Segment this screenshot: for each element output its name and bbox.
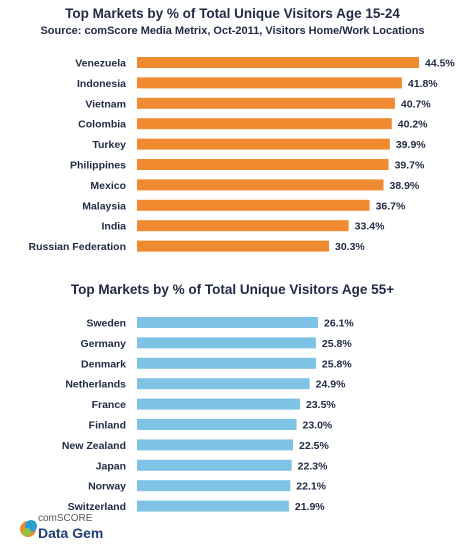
top-value-label: 39.9% <box>396 139 426 151</box>
top-category-label: Turkey <box>92 139 126 151</box>
bottom-category-label: New Zealand <box>62 440 126 452</box>
top-category-label: Vietnam <box>85 98 126 110</box>
bottom-bar <box>137 357 316 369</box>
bottom-category-label: Switzerland <box>68 501 126 513</box>
bottom-category-label: Netherlands <box>65 379 126 391</box>
top-bar <box>137 179 384 191</box>
top-bar <box>137 138 390 150</box>
bottom-value-label: 21.9% <box>295 501 325 513</box>
bottom-bar <box>137 419 297 430</box>
bottom-category-label: Germany <box>80 338 126 350</box>
top-chart-title: Top Markets by % of Total Unique Visitor… <box>65 6 400 21</box>
bottom-value-label: 26.1% <box>324 318 354 330</box>
bottom-bar <box>137 317 318 328</box>
bottom-bar <box>137 378 310 390</box>
top-bar <box>137 240 330 252</box>
top-category-label: Indonesia <box>77 78 126 90</box>
bottom-category-label: Japan <box>96 460 126 472</box>
top-bar <box>137 159 389 170</box>
top-bar <box>137 220 349 232</box>
top-category-label: Venezuela <box>75 58 126 70</box>
top-value-label: 38.9% <box>390 180 420 192</box>
bottom-value-label: 23.5% <box>306 399 336 411</box>
top-value-label: 44.5% <box>425 58 455 70</box>
top-chart-subtitle: Source: comScore Media Metrix, Oct-2011,… <box>40 25 425 37</box>
bottom-value-label: 22.3% <box>298 460 328 472</box>
bottom-chart: Sweden 26.1% Germany 25.8% Denmark 25.8% Nethe… <box>62 317 354 513</box>
comscore-logo <box>20 520 37 537</box>
top-bar <box>137 97 395 109</box>
bottom-category-label: Sweden <box>86 318 126 330</box>
bottom-bar <box>137 480 291 492</box>
bottom-value-label: 25.8% <box>322 338 352 350</box>
top-value-label: 33.4% <box>355 221 385 233</box>
bottom-bar <box>137 398 300 410</box>
bottom-bar <box>137 439 294 451</box>
bottom-chart-title: Top Markets by % of Total Unique Visitor… <box>70 282 395 297</box>
top-bar <box>137 199 370 211</box>
top-value-label: 40.2% <box>398 119 428 131</box>
bottom-value-label: 24.9% <box>316 379 346 391</box>
top-category-label: Malaysia <box>82 200 126 212</box>
top-value-label: 40.7% <box>401 98 431 110</box>
top-category-label: India <box>101 221 126 233</box>
logo-text: Data Gem <box>38 525 104 541</box>
bottom-bar <box>137 459 292 471</box>
top-category-label: Mexico <box>90 180 126 192</box>
bottom-bar <box>137 337 316 349</box>
top-value-label: 30.3% <box>335 241 365 253</box>
top-value-label: 36.7% <box>376 200 406 212</box>
top-category-label: Philippines <box>70 160 126 172</box>
top-value-label: 39.7% <box>395 160 425 172</box>
top-category-label: Colombia <box>78 119 126 131</box>
bottom-bar <box>137 500 289 512</box>
top-value-label: 41.8% <box>408 78 438 90</box>
bottom-value-label: 25.8% <box>322 358 352 370</box>
bottom-category-label: Norway <box>88 481 126 493</box>
logo-subtext: comSCORE <box>38 513 93 524</box>
top-bar <box>137 118 392 130</box>
bottom-category-label: Denmark <box>81 358 126 370</box>
bottom-category-label: France <box>92 399 127 411</box>
bottom-value-label: 22.1% <box>296 481 326 493</box>
top-chart: Venezuela 44.5% Indonesia 41.8% Vietnam 40.7%… <box>29 57 455 253</box>
top-bar <box>137 77 402 89</box>
bottom-value-label: 23.0% <box>303 420 333 432</box>
bottom-value-label: 22.5% <box>299 440 329 452</box>
bottom-category-label: Finland <box>89 420 126 432</box>
top-category-label: Russian Federation <box>29 241 126 253</box>
top-bar <box>137 57 419 68</box>
